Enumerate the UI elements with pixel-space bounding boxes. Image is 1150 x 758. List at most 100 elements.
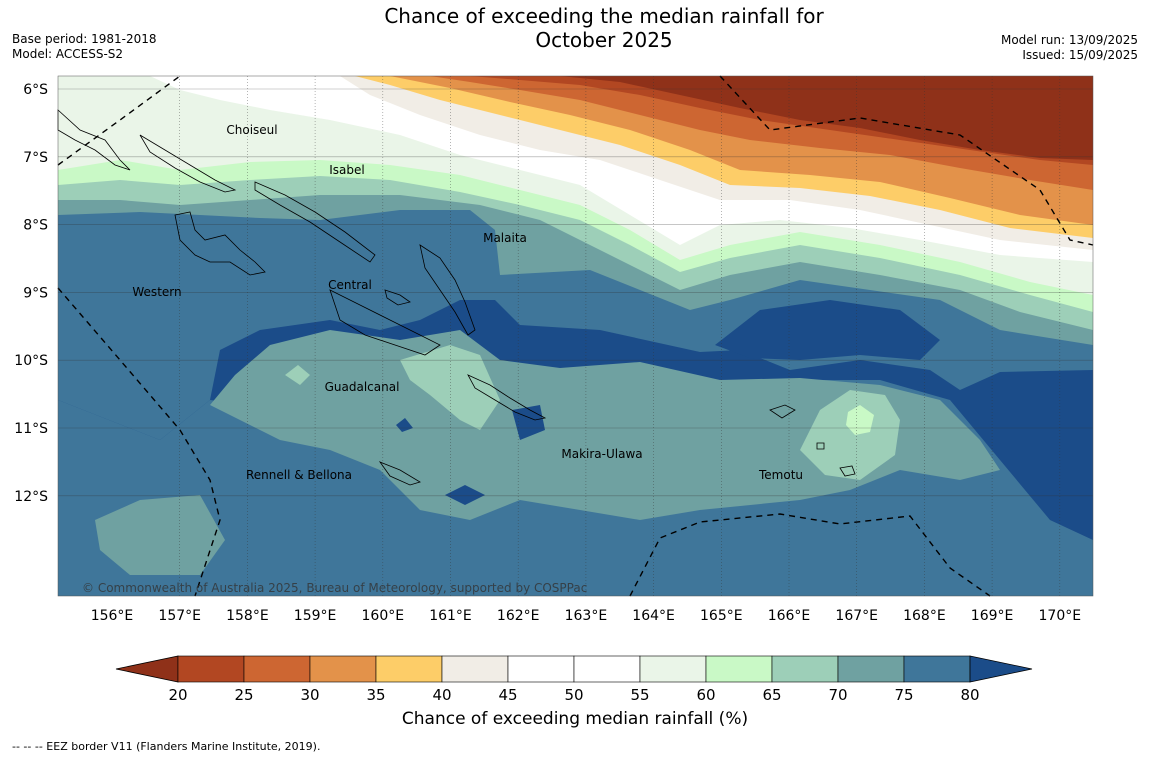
title-line-1: Chance of exceeding the median rainfall … <box>384 4 824 28</box>
lat-tick-label: 9°S <box>23 285 48 301</box>
copyright-notice: © Commonwealth of Australia 2025, Bureau… <box>82 581 587 595</box>
province-label: Rennell & Bellona <box>246 468 352 482</box>
lon-tick-label: 159°E <box>294 608 337 624</box>
eez-north-east <box>719 75 1094 246</box>
colorbar-title: Chance of exceeding median rainfall (%) <box>401 709 749 729</box>
contour-65-70-blob-b <box>800 390 900 480</box>
eez-west <box>57 287 221 597</box>
map-frame <box>57 75 1094 597</box>
santa-cruz-island <box>769 404 796 419</box>
colorbar-segment <box>243 655 311 683</box>
colorbar-segment <box>837 655 905 683</box>
contour-65-70-blob-a <box>400 345 500 430</box>
contour-80-blob-d <box>396 418 413 432</box>
choiseul-island <box>139 134 237 193</box>
contour-below-20 <box>560 76 1093 160</box>
model-name: Model: ACCESS-S2 <box>12 47 124 61</box>
lon-tick-label: 162°E <box>497 608 540 624</box>
axis-tick-labels: 156°E 157°E 158°E 159°E 160°E 161°E 162°E 163°E… <box>14 82 1081 624</box>
lon-tick-label: 168°E <box>903 608 946 624</box>
province-label: Choiseul <box>226 123 277 137</box>
colorbar-tick-label: 20 <box>168 686 187 704</box>
eez-north-west <box>57 75 181 166</box>
lon-tick-label: 167°E <box>835 608 878 624</box>
lon-tick-label: 157°E <box>158 608 201 624</box>
colorbar-tick-label: 35 <box>366 686 385 704</box>
lon-tick-label: 169°E <box>971 608 1014 624</box>
rainfall-contours <box>58 76 1093 596</box>
utupua-island <box>816 442 825 450</box>
colorbar-tick-label: 65 <box>762 686 781 704</box>
colorbar-segment <box>705 655 773 683</box>
lat-tick-label: 6°S <box>23 82 48 98</box>
lat-tick-label: 8°S <box>23 218 48 234</box>
lon-tick-label: 166°E <box>768 608 811 624</box>
lon-tick-label: 161°E <box>429 608 472 624</box>
colorbar-tick-label: 30 <box>300 686 319 704</box>
issued-date: Issued: 15/09/2025 <box>1022 48 1138 62</box>
lon-tick-label: 164°E <box>632 608 675 624</box>
province-labels: Choiseul Isabel Malaita Western Central Guada… <box>132 123 803 482</box>
contour-80-blob-a <box>715 300 940 360</box>
colorbar-tick-label: 60 <box>696 686 715 704</box>
colorbar-min-arrow <box>115 655 179 683</box>
lon-tick-label: 156°E <box>91 608 134 624</box>
province-label: Western <box>132 285 181 299</box>
makira-island <box>467 374 547 421</box>
colorbar-tick-label: 40 <box>432 686 451 704</box>
eez-south-east <box>629 513 991 597</box>
colorbar-segment <box>573 655 641 683</box>
contour-70-75-sw <box>95 495 225 575</box>
isabel-island <box>254 181 376 263</box>
eez-legend-note: -- -- -- EEZ border V11 (Flanders Marine… <box>12 740 321 753</box>
lon-tick-label: 160°E <box>362 608 405 624</box>
colorbar-max-arrow <box>969 655 1033 683</box>
colorbar-tick-label: 70 <box>828 686 847 704</box>
colorbar-tick-label: 45 <box>498 686 517 704</box>
lat-tick-label: 10°S <box>14 353 48 369</box>
lat-tick-label: 7°S <box>23 150 48 166</box>
province-label: Central <box>328 278 372 292</box>
contour-80-blob-b <box>445 485 485 505</box>
colorbar-segment <box>441 655 509 683</box>
colorbar-tick-label: 80 <box>960 686 979 704</box>
province-label: Makira-Ulawa <box>561 447 642 461</box>
lon-tick-label: 170°E <box>1039 608 1082 624</box>
colorbar-segment <box>903 655 971 683</box>
colorbar-tick-label: 55 <box>630 686 649 704</box>
base-period: Base period: 1981-2018 <box>12 32 157 46</box>
eez-borders <box>57 75 1094 597</box>
colorbar-segment <box>771 655 839 683</box>
colorbar-segment <box>177 655 245 683</box>
province-label: Isabel <box>329 163 364 177</box>
lat-tick-label: 12°S <box>14 489 48 505</box>
contour-65-70-blob-c <box>285 365 310 385</box>
lon-tick-label: 163°E <box>565 608 608 624</box>
map-title: Chance of exceeding the median rainfall … <box>0 4 1150 52</box>
province-label: Guadalcanal <box>325 380 400 394</box>
province-label: Temotu <box>758 468 803 482</box>
contour-70-75-blob <box>210 330 1000 520</box>
colorbar: 20 25 30 35 40 45 50 55 60 65 70 75 80 <box>115 655 1033 704</box>
lon-tick-label: 165°E <box>700 608 743 624</box>
colorbar-segment <box>639 655 707 683</box>
province-label: Malaita <box>483 231 527 245</box>
model-run: Model run: 13/09/2025 <box>1000 33 1138 47</box>
islands <box>57 109 856 486</box>
lat-tick-label: 11°S <box>14 421 48 437</box>
guadalcanal-island <box>329 289 441 356</box>
vanikoro-island <box>839 465 856 477</box>
malaita-island <box>419 244 476 336</box>
colorbar-segment <box>507 655 575 683</box>
colorbar-tick-label: 25 <box>234 686 253 704</box>
rennell-island <box>378 461 421 486</box>
colorbar-segment <box>375 655 443 683</box>
colorbar-segment <box>309 655 377 683</box>
lon-tick-label: 158°E <box>226 608 269 624</box>
title-line-2: October 2025 <box>535 28 673 52</box>
nggela-island <box>384 289 411 306</box>
colorbar-tick-label: 75 <box>894 686 913 704</box>
contour-60-65-blob <box>846 405 874 435</box>
graticule <box>58 76 1093 596</box>
